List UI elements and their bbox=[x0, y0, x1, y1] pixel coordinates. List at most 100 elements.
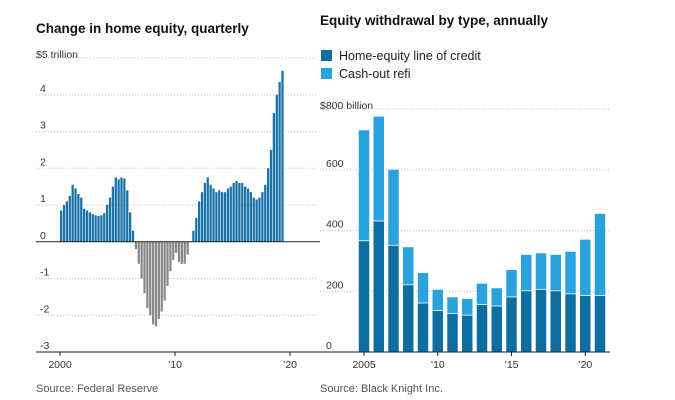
left-bar bbox=[74, 188, 77, 242]
left-bar bbox=[120, 177, 123, 242]
left-y-tick-label: -3 bbox=[40, 340, 49, 352]
heloc-bar bbox=[388, 245, 399, 352]
left-bar bbox=[255, 199, 258, 242]
right-x-tick-label: ’20 bbox=[578, 359, 592, 371]
heloc-bar bbox=[506, 297, 517, 352]
left-bar bbox=[180, 241, 184, 264]
left-bar bbox=[244, 186, 247, 242]
left-bar bbox=[100, 215, 103, 242]
cash-out-refi-bar bbox=[535, 253, 547, 289]
heloc-bar bbox=[550, 291, 561, 352]
cash-out-refi-bar bbox=[476, 283, 488, 305]
left-bar bbox=[215, 192, 218, 242]
legend-swatch-cash-out-refi bbox=[321, 68, 332, 79]
left-bar bbox=[126, 190, 129, 242]
cash-out-refi-bar bbox=[417, 273, 429, 303]
left-bar bbox=[137, 241, 140, 264]
heloc-bar bbox=[462, 315, 473, 352]
left-bar bbox=[206, 177, 209, 242]
left-bar bbox=[241, 182, 244, 242]
left-bar bbox=[91, 214, 94, 242]
legend-label-cash-out-refi: Cash-out refi bbox=[339, 67, 411, 81]
left-bar bbox=[200, 192, 204, 242]
left-bar bbox=[252, 197, 255, 242]
heloc-bar bbox=[447, 314, 458, 352]
left-bar bbox=[154, 241, 158, 327]
left-source: Source: Federal Reserve bbox=[36, 383, 158, 395]
cash-out-refi-bar bbox=[550, 254, 561, 291]
right-y-tick-label: 600 bbox=[326, 158, 344, 170]
right-x-tick-label: 2005 bbox=[352, 359, 376, 371]
left-bar bbox=[192, 230, 195, 242]
cash-out-refi-bar bbox=[358, 130, 370, 241]
left-bar bbox=[223, 192, 227, 242]
left-bar bbox=[198, 201, 201, 242]
left-bar bbox=[281, 70, 284, 242]
heloc-bar bbox=[403, 285, 414, 352]
left-chart-unit-label: $5 trillion bbox=[36, 49, 78, 61]
left-bar bbox=[65, 201, 69, 242]
left-bar bbox=[169, 241, 172, 272]
left-bar bbox=[146, 241, 149, 308]
left-bar bbox=[117, 179, 120, 242]
left-bar bbox=[209, 184, 212, 242]
left-bar bbox=[131, 230, 135, 242]
left-bar bbox=[68, 195, 71, 242]
left-bar bbox=[103, 213, 106, 242]
legend-swatch-heloc bbox=[321, 50, 332, 61]
left-bar bbox=[160, 241, 163, 312]
left-bar bbox=[62, 205, 66, 242]
left-chart-title: Change in home equity, quarterly bbox=[36, 21, 249, 36]
left-bar bbox=[163, 241, 166, 301]
heloc-bar bbox=[535, 289, 547, 352]
cash-out-refi-bar bbox=[506, 269, 517, 297]
left-bar bbox=[143, 241, 146, 294]
left-bar bbox=[129, 212, 132, 242]
left-bar bbox=[226, 188, 230, 242]
cash-out-refi-bar bbox=[432, 289, 443, 311]
left-bar bbox=[123, 178, 126, 242]
heloc-bar bbox=[417, 303, 429, 352]
left-bar bbox=[149, 241, 152, 316]
cash-out-refi-bar bbox=[594, 213, 606, 296]
cash-out-refi-bar bbox=[403, 247, 414, 285]
left-bar bbox=[272, 113, 276, 242]
left-x-tick-label: ’20 bbox=[283, 359, 297, 371]
left-x-tick-label: ’10 bbox=[168, 359, 182, 371]
right-y-tick-labels: 600 400 200 0 bbox=[326, 158, 344, 352]
right-y-tick-label: 200 bbox=[326, 279, 344, 291]
cash-out-refi-bar bbox=[462, 298, 473, 315]
left-bar bbox=[258, 197, 261, 242]
right-chart-unit-label: $800 billion bbox=[320, 100, 373, 112]
right-y-tick-label: 400 bbox=[326, 219, 344, 231]
left-bar bbox=[203, 182, 207, 242]
heloc-bar bbox=[521, 291, 532, 352]
cash-out-refi-bar bbox=[447, 297, 458, 314]
left-bar bbox=[140, 241, 143, 279]
right-source: Source: Black Knight Inc. bbox=[320, 383, 443, 395]
left-bar bbox=[249, 192, 253, 242]
left-bar bbox=[77, 193, 80, 242]
left-bar bbox=[134, 241, 138, 250]
heloc-bar bbox=[476, 304, 488, 352]
heloc-bar bbox=[565, 294, 576, 352]
left-y-tick-label: 0 bbox=[40, 230, 46, 242]
right-chart: Equity withdrawal by type, annually Home… bbox=[320, 13, 610, 395]
left-bar bbox=[175, 241, 178, 253]
cash-out-refi-bar bbox=[565, 251, 576, 294]
left-bar bbox=[195, 217, 198, 242]
heloc-bar bbox=[432, 310, 443, 352]
left-bar bbox=[238, 182, 241, 242]
left-bar bbox=[183, 241, 186, 264]
left-bar bbox=[246, 188, 250, 242]
left-bar bbox=[83, 208, 86, 242]
left-bar bbox=[166, 241, 169, 286]
left-bars bbox=[60, 70, 284, 327]
cash-out-refi-bar bbox=[521, 254, 532, 291]
left-y-tick-label: 4 bbox=[40, 83, 46, 95]
left-bar bbox=[264, 184, 267, 242]
left-bar bbox=[232, 182, 235, 242]
left-chart: Change in home equity, quarterly $5 tril… bbox=[36, 21, 320, 395]
left-bar bbox=[172, 241, 175, 261]
